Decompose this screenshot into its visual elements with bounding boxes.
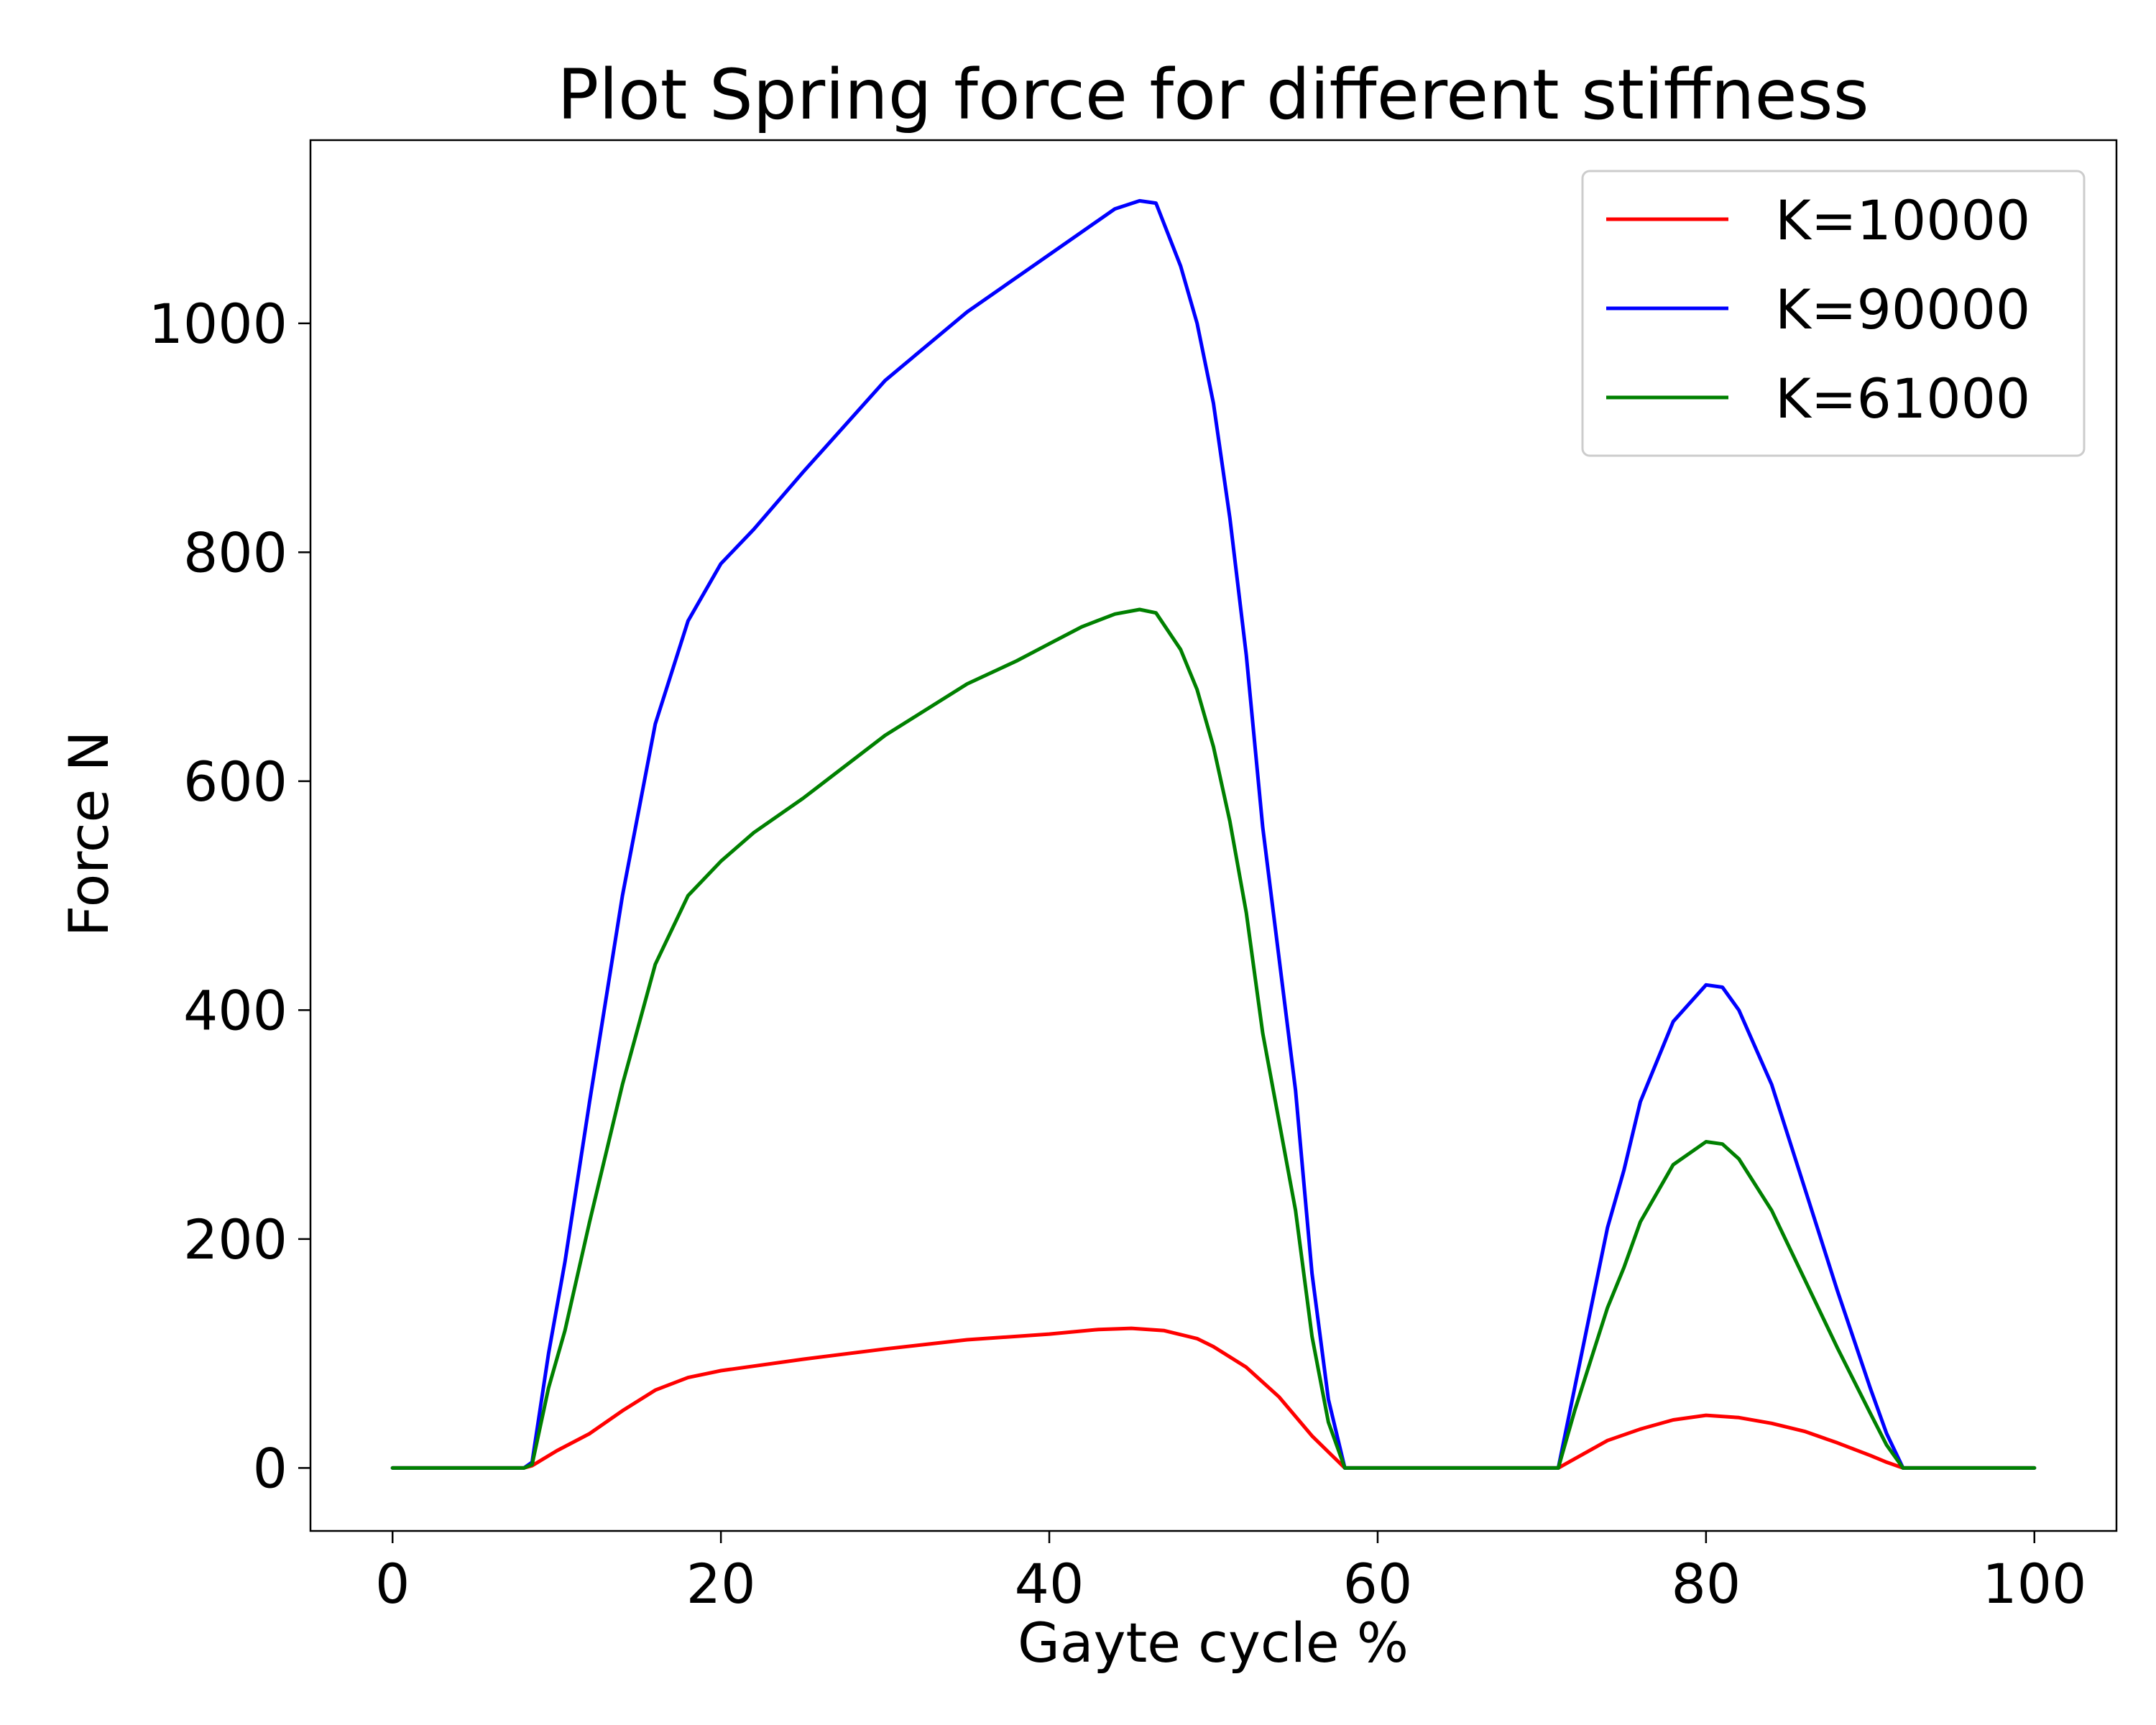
x-tick-label: 20 [686, 1552, 756, 1616]
legend-label-1: K=10000 [1775, 188, 2030, 252]
x-tick-label: 100 [1982, 1552, 2086, 1616]
chart-title: Plot Spring force for different stiffnes… [557, 55, 1869, 135]
x-axis: 0 20 40 60 80 100 [375, 1531, 2086, 1616]
series-line-2 [390, 198, 2037, 1470]
legend-box [1581, 170, 2086, 457]
legend-label-2: K=90000 [1775, 277, 2030, 341]
x-tick-label: 80 [1672, 1552, 1741, 1616]
y-tick-label: 600 [183, 750, 287, 814]
x-tick-label: 0 [375, 1552, 410, 1616]
series-layer [390, 198, 2037, 1470]
y-tick-label: 0 [253, 1436, 287, 1500]
series-line-3 [390, 607, 2037, 1470]
legend: K=10000 K=90000 K=61000 [1581, 170, 2086, 457]
x-tick-label: 60 [1343, 1552, 1413, 1616]
legend-label-3: K=61000 [1775, 367, 2030, 431]
y-axis-label: Force N [57, 731, 121, 937]
x-axis-label: Gayte cycle % [1018, 1611, 1409, 1675]
series-line-1 [390, 1326, 2037, 1470]
y-tick-label: 1000 [149, 292, 287, 356]
plot-area [309, 139, 2118, 1532]
y-tick-label: 400 [183, 978, 287, 1042]
x-tick-label: 40 [1015, 1552, 1084, 1616]
y-tick-label: 200 [183, 1208, 287, 1271]
y-tick-label: 800 [183, 520, 287, 584]
axes-frame [309, 139, 2118, 1532]
legend-items: K=10000 K=90000 K=61000 [1606, 188, 2030, 431]
y-axis: 0 200 400 600 800 1000 [149, 292, 310, 1500]
